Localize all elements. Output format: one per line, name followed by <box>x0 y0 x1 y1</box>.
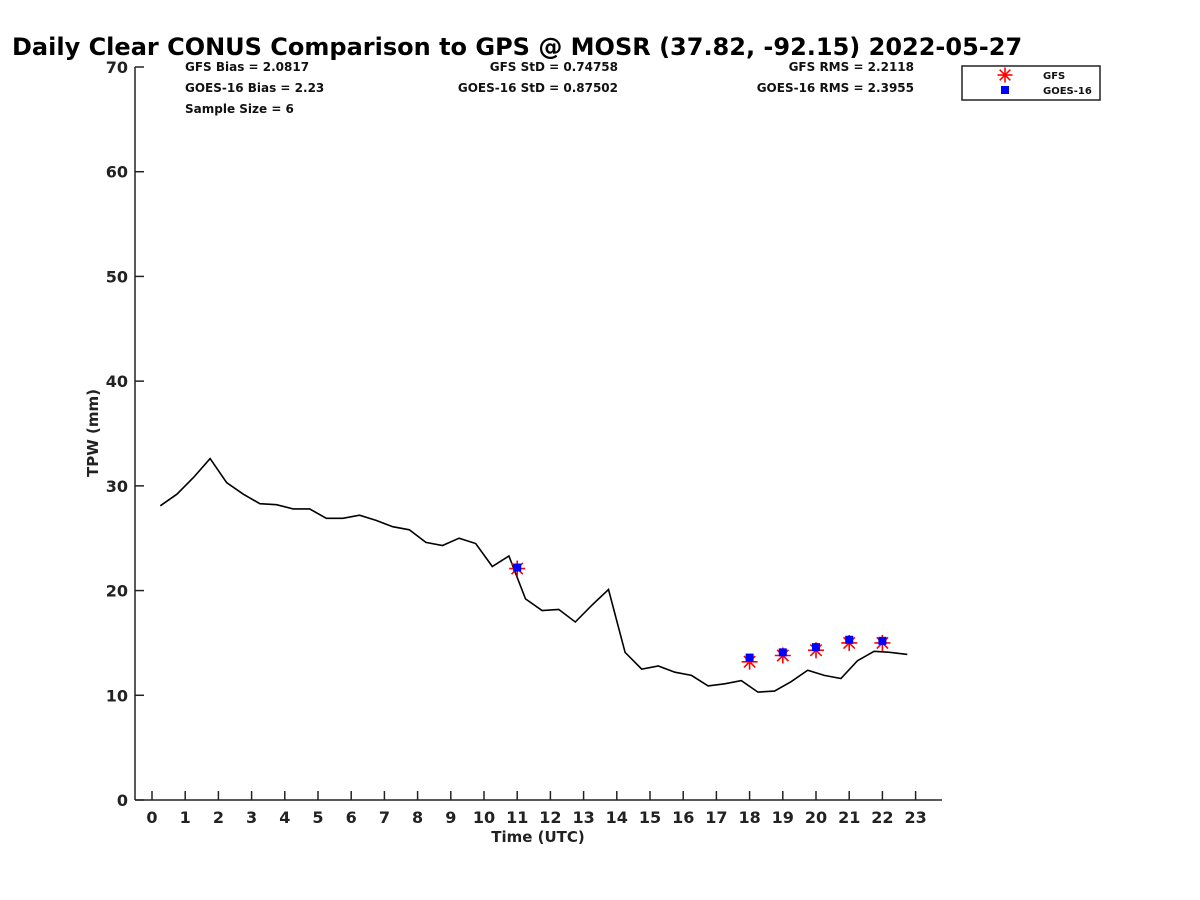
x-tick-label: 13 <box>572 808 594 827</box>
legend-goes-marker <box>1001 86 1009 94</box>
x-tick-label: 3 <box>246 808 257 827</box>
chart-title: Daily Clear CONUS Comparison to GPS @ MO… <box>12 33 1022 61</box>
goes-std-text: GOES-16 StD = 0.87502 <box>458 81 618 95</box>
x-tick-label: 1 <box>180 808 191 827</box>
x-tick-label: 11 <box>506 808 528 827</box>
goes-rms-text: GOES-16 RMS = 2.3955 <box>757 81 914 95</box>
x-tick-label: 7 <box>379 808 390 827</box>
axes <box>134 67 942 801</box>
x-tick-label: 19 <box>772 808 794 827</box>
x-tick-label: 12 <box>539 808 561 827</box>
legend-goes-label: GOES-16 <box>1043 86 1092 97</box>
x-tick-label: 4 <box>279 808 290 827</box>
gfs-rms-text: GFS RMS = 2.2118 <box>789 60 914 74</box>
legend-gfs-label: GFS <box>1043 71 1065 82</box>
x-ticks: 0 1 2 3 4 5 6 7 8 9 10 11 12 13 14 15 16 17 18 19 20 21 22 23 <box>146 791 927 827</box>
y-tick-label: 0 <box>117 791 128 810</box>
stats-block: GFS Bias = 2.0817 GOES-16 Bias = 2.23 Sa… <box>185 60 914 116</box>
legend-gfs-marker <box>997 67 1013 83</box>
goes-point <box>845 635 854 644</box>
goes-point <box>878 636 887 645</box>
x-tick-label: 21 <box>838 808 860 827</box>
y-tick-label: 40 <box>106 372 128 391</box>
y-tick-label: 50 <box>106 267 128 286</box>
gfs-bias-text: GFS Bias = 2.0817 <box>185 60 309 74</box>
x-tick-label: 2 <box>213 808 224 827</box>
x-tick-label: 6 <box>346 808 357 827</box>
legend-gfs-asterisk <box>997 67 1013 83</box>
x-tick-label: 23 <box>904 808 926 827</box>
x-tick-label: 9 <box>445 808 456 827</box>
x-tick-label: 16 <box>672 808 694 827</box>
x-tick-label: 18 <box>738 808 760 827</box>
legend-box <box>961 65 1101 101</box>
x-axis-label: Time (UTC) <box>491 828 585 846</box>
y-tick-label: 30 <box>106 477 128 496</box>
goes-point <box>778 648 787 657</box>
gps-tpw-line <box>159 457 908 693</box>
x-tick-label: 14 <box>606 808 628 827</box>
sample-size-text: Sample Size = 6 <box>185 102 294 116</box>
y-tick-label: 20 <box>106 582 128 601</box>
x-tick-label: 5 <box>312 808 323 827</box>
goes-point <box>812 643 820 652</box>
x-tick-label: 17 <box>705 808 727 827</box>
x-tick-label: 20 <box>805 808 827 827</box>
gfs-std-text: GFS StD = 0.74758 <box>490 60 618 74</box>
x-tick-label: 8 <box>412 808 423 827</box>
x-tick-label: 22 <box>871 808 893 827</box>
y-ticks: 0 10 20 30 40 50 60 70 <box>106 58 144 810</box>
y-tick-label: 60 <box>106 163 128 182</box>
x-tick-label: 15 <box>639 808 661 827</box>
legend: GFS GOES-16 <box>961 65 1101 101</box>
goes-point <box>745 653 754 662</box>
y-tick-label: 10 <box>106 686 128 705</box>
goes-point <box>513 563 522 572</box>
x-tick-label: 0 <box>146 808 157 827</box>
y-axis-label: TPW (mm) <box>84 389 102 477</box>
x-tick-label: 10 <box>473 808 495 827</box>
plot-area <box>159 457 908 693</box>
y-tick-label: 70 <box>106 58 128 77</box>
goes-bias-text: GOES-16 Bias = 2.23 <box>185 81 324 95</box>
